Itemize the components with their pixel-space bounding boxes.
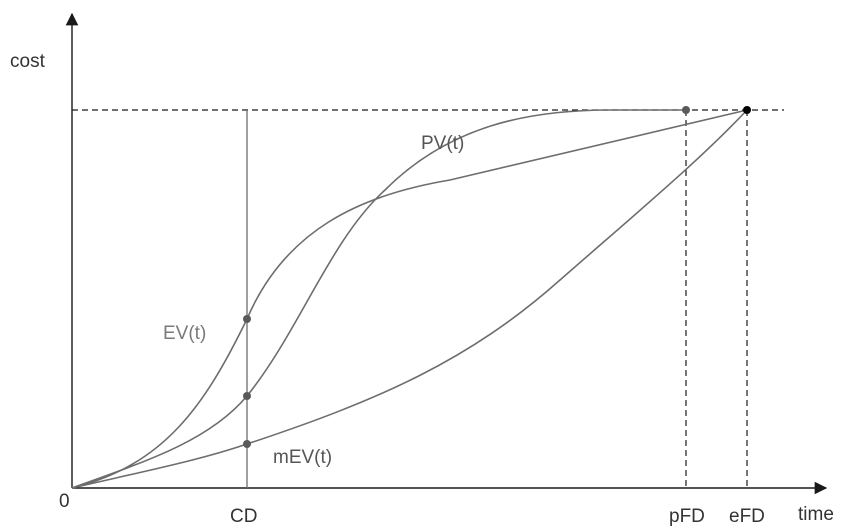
efd-point xyxy=(743,106,751,114)
pfd-point xyxy=(682,106,690,114)
pfd-label: pFD xyxy=(669,506,705,527)
pv-point xyxy=(243,392,251,400)
mev-curve xyxy=(71,109,748,489)
ev-curve xyxy=(71,109,748,489)
mev-label: mEV(t) xyxy=(273,447,332,468)
x-axis-label: time xyxy=(798,504,834,525)
y-axis-label: cost xyxy=(10,51,46,72)
cd-label: CD xyxy=(230,506,257,527)
efd-label: eFD xyxy=(729,506,765,527)
pv-curve xyxy=(71,109,686,489)
ev-point xyxy=(243,315,251,323)
origin-label: 0 xyxy=(59,491,70,512)
pv-label: PV(t) xyxy=(421,133,464,154)
mev-point xyxy=(243,440,251,448)
ev-label: EV(t) xyxy=(163,323,206,344)
